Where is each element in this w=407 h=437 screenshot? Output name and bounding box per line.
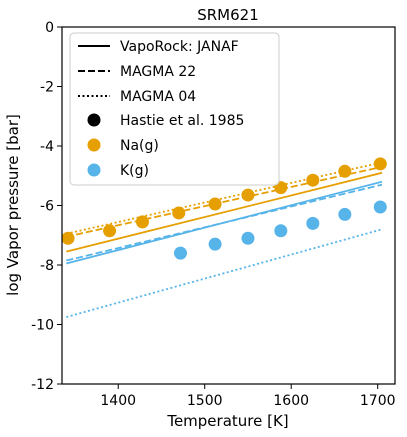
legend-box (69, 32, 280, 186)
x-tick-label: 1500 (187, 393, 223, 409)
series-line-kg-dotted (66, 228, 383, 318)
y-tick-label: -6 (40, 199, 54, 215)
data-point-kg (373, 200, 387, 214)
legend-label-vaporock: VapoRock: JANAF (120, 39, 239, 55)
data-point-nag (172, 206, 186, 220)
data-point-nag (338, 164, 352, 178)
legend-label-k: K(g) (120, 163, 149, 179)
legend-label-magma04: MAGMA 04 (120, 89, 196, 105)
y-tick-label: -2 (40, 80, 54, 96)
x-tick-label: 1600 (273, 393, 309, 409)
legend-marker-na (87, 138, 101, 152)
series-line-nag-dashed (66, 165, 383, 238)
legend-label-hastie: Hastie et al. 1985 (120, 113, 244, 129)
x-tick-label: 1400 (100, 393, 136, 409)
data-point-nag (306, 173, 320, 187)
data-point-kg (338, 207, 352, 221)
x-tick-label: 1700 (360, 393, 396, 409)
legend-label-magma22: MAGMA 22 (120, 64, 196, 80)
plot-layer (61, 157, 387, 318)
data-point-nag (103, 224, 117, 238)
y-tick-label: -4 (40, 139, 54, 155)
y-tick-label: -10 (31, 318, 54, 334)
data-point-nag (373, 157, 387, 171)
data-point-kg (208, 237, 222, 251)
y-axis-label: log Vapor pressure [bar] (4, 114, 22, 296)
x-axis-label: Temperature [K] (166, 412, 288, 430)
legend-marker-hastie (87, 113, 101, 127)
data-point-nag (208, 197, 222, 211)
series-line-kg-dashed (66, 183, 383, 262)
data-point-nag (135, 215, 149, 229)
legend-marker-k (87, 163, 101, 177)
data-point-kg (274, 224, 288, 238)
legend: VapoRock: JANAF MAGMA 22 MAGMA 04 Hastie… (69, 32, 280, 186)
data-point-kg (241, 231, 255, 245)
chart-title: SRM621 (197, 6, 259, 24)
series-line-nag-solid (66, 171, 383, 253)
axis-ticks: 1400 1500 1600 1700 0 -2 -4 -6 -8 -10 -12 (31, 20, 395, 409)
data-point-kg (306, 216, 320, 230)
y-tick-label: 0 (45, 20, 54, 36)
data-point-kg (173, 246, 187, 260)
data-point-nag (61, 231, 75, 245)
data-point-nag (241, 188, 255, 202)
y-tick-label: -8 (40, 258, 54, 274)
y-tick-label: -12 (31, 377, 54, 393)
legend-label-na: Na(g) (120, 138, 159, 154)
